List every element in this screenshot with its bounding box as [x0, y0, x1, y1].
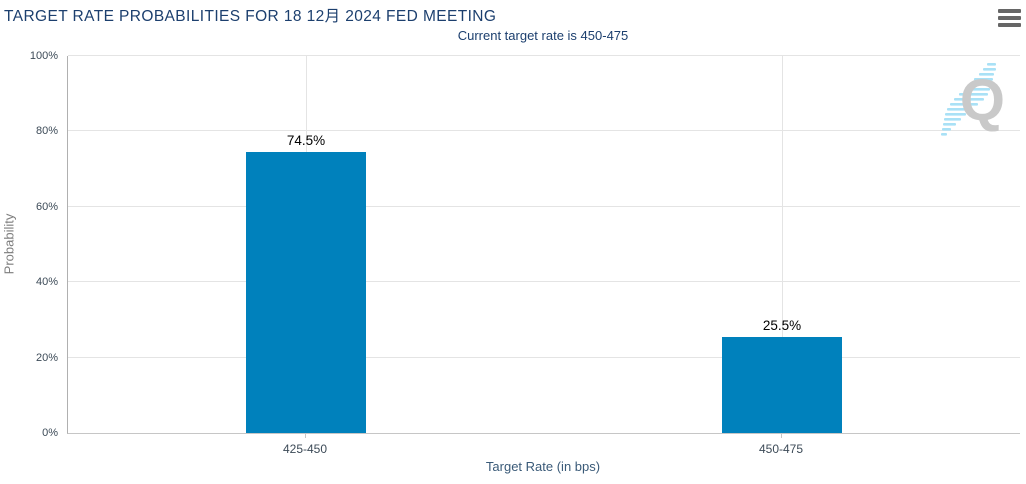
hamburger-icon — [998, 9, 1021, 27]
y-tick-label: 0% — [42, 427, 58, 439]
y-tick-label: 100% — [29, 50, 58, 62]
x-category-label: 425-450 — [282, 442, 328, 456]
h-gridline — [68, 281, 1020, 283]
plot-area: Q 74.5% 25.5% — [67, 55, 1020, 434]
x-tick — [305, 434, 306, 438]
bar-value-label: 25.5% — [762, 317, 802, 333]
y-tick-label: 40% — [35, 276, 58, 289]
y-tick-label: 60% — [35, 200, 58, 213]
bar-450-475[interactable] — [722, 336, 842, 433]
v-gridline — [782, 56, 783, 433]
y-tick-label: 80% — [35, 125, 58, 138]
y-tick-label: 20% — [35, 351, 58, 364]
x-category-label: 450-475 — [758, 442, 804, 456]
h-gridline — [68, 205, 1020, 207]
bar-425-450[interactable] — [246, 152, 366, 433]
bar-value-label: 74.5% — [286, 133, 326, 149]
h-gridline — [68, 356, 1020, 358]
x-tick — [781, 434, 782, 438]
h-gridline — [68, 55, 1020, 56]
chart-menu-button[interactable] — [998, 9, 1021, 28]
q-logo-letter: Q — [959, 68, 1005, 133]
watermark-stripes — [941, 63, 996, 136]
quikstrike-watermark: Q — [941, 58, 1005, 146]
x-axis-area: 425-450 450-475 — [67, 434, 1019, 460]
y-axis-labels: 0% 20% 40% 60% 80% 100% — [0, 50, 62, 439]
chart-subtitle: Current target rate is 450-475 — [457, 28, 629, 43]
page-title: TARGET RATE PROBABILITIES FOR 18 12月 202… — [4, 8, 497, 25]
h-gridline — [68, 130, 1020, 132]
x-axis-title: Target Rate (in bps) — [485, 459, 601, 474]
